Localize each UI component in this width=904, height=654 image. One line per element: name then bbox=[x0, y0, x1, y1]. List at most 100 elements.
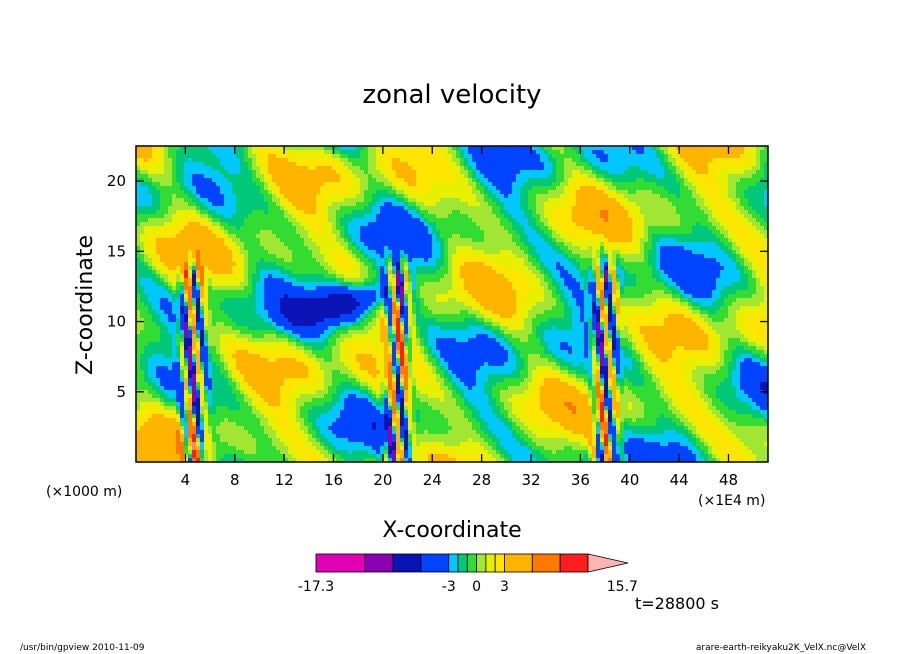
field-cell bbox=[704, 206, 709, 211]
field-cell bbox=[628, 174, 633, 179]
field-cell bbox=[320, 190, 325, 195]
field-cell bbox=[236, 234, 241, 239]
field-cell bbox=[356, 194, 361, 199]
field-cell bbox=[156, 262, 161, 267]
field-cell bbox=[156, 210, 161, 215]
field-cell bbox=[620, 242, 625, 247]
field-cell bbox=[208, 178, 213, 183]
field-cell bbox=[568, 262, 573, 267]
field-cell bbox=[684, 234, 689, 239]
field-cell bbox=[404, 150, 409, 155]
field-cell bbox=[548, 174, 553, 179]
field-cell bbox=[656, 146, 661, 151]
field-cell bbox=[352, 150, 357, 155]
field-cell bbox=[432, 270, 437, 275]
field-cell bbox=[240, 146, 245, 151]
field-cell bbox=[196, 250, 201, 255]
field-cell bbox=[364, 214, 369, 219]
field-cell bbox=[516, 230, 521, 235]
field-cell bbox=[240, 230, 245, 235]
field-cell bbox=[404, 254, 409, 259]
field-cell bbox=[280, 162, 285, 167]
field-cell bbox=[380, 254, 385, 259]
field-cell bbox=[340, 258, 345, 263]
field-cell bbox=[320, 174, 325, 179]
field-cell bbox=[688, 194, 693, 199]
field-cell bbox=[296, 190, 301, 195]
field-cell bbox=[460, 146, 465, 151]
field-cell bbox=[252, 166, 257, 171]
field-cell bbox=[432, 254, 437, 259]
field-cell bbox=[224, 170, 229, 175]
field-cell bbox=[736, 214, 741, 219]
field-cell bbox=[252, 250, 257, 255]
field-cell bbox=[296, 174, 301, 179]
field-cell bbox=[676, 162, 681, 167]
field-cell bbox=[212, 250, 217, 255]
field-cell bbox=[192, 198, 197, 203]
field-cell bbox=[212, 182, 217, 187]
field-cell bbox=[160, 174, 165, 179]
field-cell bbox=[448, 214, 453, 219]
field-cell bbox=[424, 262, 429, 267]
field-cell bbox=[332, 194, 337, 199]
field-cell bbox=[564, 242, 569, 247]
field-cell bbox=[572, 222, 577, 227]
field-cell bbox=[408, 222, 413, 227]
field-cell bbox=[584, 234, 589, 239]
field-cell bbox=[516, 198, 521, 203]
field-cell bbox=[440, 182, 445, 187]
field-cell bbox=[692, 198, 697, 203]
field-cell bbox=[256, 190, 261, 195]
field-cell bbox=[752, 162, 757, 167]
field-cell bbox=[212, 170, 217, 175]
field-cell bbox=[724, 214, 729, 219]
field-cell bbox=[144, 242, 149, 247]
field-cell bbox=[476, 174, 481, 179]
field-cell bbox=[352, 242, 357, 247]
field-cell bbox=[644, 238, 649, 243]
field-cell bbox=[484, 218, 489, 223]
field-cell bbox=[648, 178, 653, 183]
field-cell bbox=[712, 238, 717, 243]
field-cell bbox=[220, 226, 225, 231]
field-cell bbox=[144, 198, 149, 203]
field-cell bbox=[508, 158, 513, 163]
field-cell bbox=[304, 186, 309, 191]
field-cell bbox=[296, 226, 301, 231]
field-cell bbox=[708, 174, 713, 179]
field-cell bbox=[720, 190, 725, 195]
field-cell bbox=[608, 226, 613, 231]
field-cell bbox=[672, 206, 677, 211]
field-cell bbox=[452, 226, 457, 231]
field-cell bbox=[248, 218, 253, 223]
field-cell bbox=[704, 234, 709, 239]
field-cell bbox=[508, 166, 513, 171]
field-cell bbox=[748, 258, 753, 263]
field-cell bbox=[276, 202, 281, 207]
field-cell bbox=[388, 162, 393, 167]
field-cell bbox=[164, 162, 169, 167]
field-cell bbox=[416, 270, 421, 275]
field-cell bbox=[668, 250, 673, 255]
field-cell bbox=[556, 234, 561, 239]
field-cell bbox=[528, 246, 533, 251]
field-cell bbox=[244, 254, 249, 259]
field-cell bbox=[572, 246, 577, 251]
field-cell bbox=[144, 174, 149, 179]
field-cell bbox=[188, 254, 193, 259]
field-cell bbox=[180, 226, 185, 231]
field-cell bbox=[272, 194, 277, 199]
field-cell bbox=[344, 262, 349, 267]
field-cell bbox=[764, 218, 769, 223]
field-cell bbox=[504, 206, 509, 211]
field-cell bbox=[332, 154, 337, 159]
field-cell bbox=[368, 230, 373, 235]
field-cell bbox=[716, 226, 721, 231]
field-cell bbox=[200, 250, 205, 255]
field-cell bbox=[340, 218, 345, 223]
field-cell bbox=[464, 234, 469, 239]
field-cell bbox=[224, 210, 229, 215]
field-cell bbox=[664, 246, 669, 251]
field-cell bbox=[588, 206, 593, 211]
